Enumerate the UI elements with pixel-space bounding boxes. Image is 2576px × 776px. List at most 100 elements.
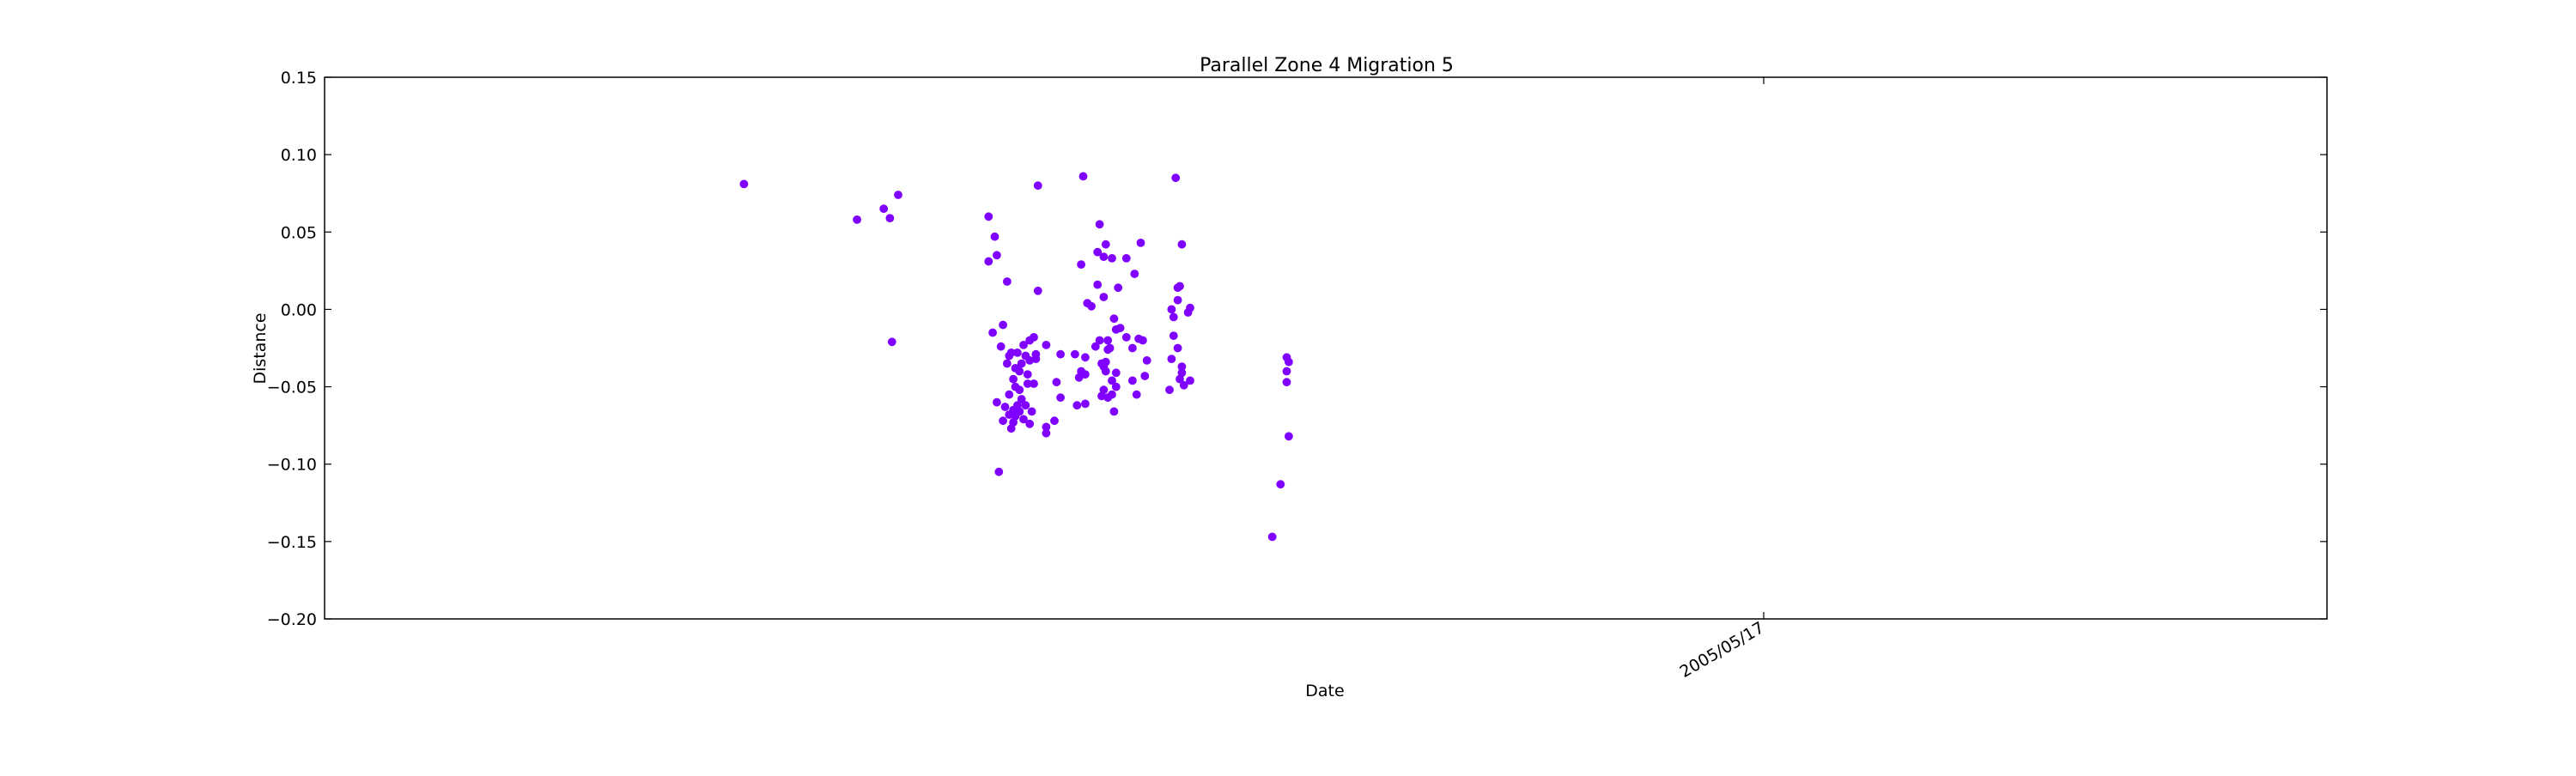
data-point bbox=[885, 214, 895, 222]
data-point bbox=[1109, 407, 1119, 416]
data-point bbox=[1072, 401, 1082, 410]
y-tick-label: 0.10 bbox=[281, 146, 317, 165]
data-point bbox=[1282, 378, 1291, 387]
data-point bbox=[1030, 379, 1038, 388]
data-point bbox=[1071, 349, 1079, 359]
data-point bbox=[1121, 253, 1131, 263]
data-point bbox=[1282, 367, 1291, 376]
data-point bbox=[1019, 340, 1028, 349]
data-point bbox=[1176, 282, 1184, 291]
data-point bbox=[1095, 220, 1104, 229]
data-point bbox=[1171, 173, 1181, 183]
data-point bbox=[1132, 390, 1141, 399]
data-point bbox=[994, 467, 1004, 476]
data-point bbox=[1005, 390, 1014, 399]
y-axis-title: Distance bbox=[251, 312, 270, 384]
data-point bbox=[999, 416, 1007, 426]
data-point bbox=[879, 204, 889, 214]
data-point bbox=[1165, 385, 1174, 395]
data-point bbox=[1095, 336, 1104, 345]
data-point bbox=[853, 215, 861, 224]
data-point bbox=[1177, 239, 1187, 249]
data-point bbox=[1019, 415, 1028, 424]
y-axis: 0.15 0.10 0.05 0.00 −0.05 −0.10 −0.15 −0.20 bbox=[267, 69, 2327, 629]
y-tick-label: 0.15 bbox=[281, 69, 317, 88]
data-point bbox=[1033, 286, 1042, 295]
data-point bbox=[1108, 253, 1116, 263]
data-point bbox=[1111, 382, 1121, 391]
data-point bbox=[1142, 355, 1151, 365]
data-point bbox=[988, 328, 997, 337]
plot-area bbox=[324, 76, 2328, 620]
data-point bbox=[1081, 370, 1090, 379]
y-tick-label: −0.15 bbox=[267, 533, 317, 552]
data-point bbox=[739, 179, 749, 189]
data-point bbox=[1056, 393, 1065, 403]
data-point bbox=[1017, 395, 1026, 403]
data-point bbox=[984, 212, 993, 221]
data-point bbox=[1056, 349, 1065, 359]
data-point bbox=[1003, 359, 1012, 368]
data-point bbox=[1173, 295, 1182, 305]
data-point bbox=[1186, 376, 1194, 385]
y-tick-label: 0.00 bbox=[281, 300, 317, 319]
data-point bbox=[1121, 332, 1131, 342]
data-point bbox=[887, 337, 896, 347]
data-point bbox=[1052, 378, 1061, 387]
data-point bbox=[1267, 532, 1277, 542]
data-point bbox=[1128, 376, 1137, 385]
data-point bbox=[1139, 336, 1147, 345]
data-point bbox=[1285, 432, 1293, 441]
data-point bbox=[1108, 376, 1116, 385]
data-point bbox=[1128, 343, 1137, 353]
data-point bbox=[1101, 357, 1110, 367]
data-point bbox=[1027, 407, 1036, 416]
data-point bbox=[1031, 349, 1041, 359]
data-point bbox=[894, 191, 902, 199]
data-point bbox=[1009, 374, 1018, 384]
data-point bbox=[1033, 181, 1042, 191]
data-point bbox=[1021, 401, 1030, 410]
data-point bbox=[1111, 368, 1121, 378]
data-point bbox=[1108, 390, 1116, 399]
data-point bbox=[1042, 428, 1051, 438]
data-point bbox=[1030, 332, 1038, 342]
data-point bbox=[1140, 372, 1150, 380]
x-axis-title: Date bbox=[1305, 682, 1344, 700]
data-point bbox=[1099, 252, 1109, 261]
data-point bbox=[1169, 312, 1178, 322]
data-point bbox=[999, 320, 1007, 330]
data-point bbox=[1013, 348, 1022, 357]
data-point bbox=[1179, 380, 1188, 390]
data-point bbox=[993, 397, 1001, 407]
y-tick-label: −0.20 bbox=[267, 610, 317, 629]
y-tick-label: 0.05 bbox=[281, 223, 317, 242]
data-points bbox=[739, 172, 1293, 542]
data-point bbox=[1023, 370, 1032, 379]
data-point bbox=[1169, 331, 1178, 340]
data-point bbox=[1093, 247, 1103, 257]
data-point bbox=[1050, 416, 1059, 426]
data-point bbox=[1015, 385, 1024, 395]
data-point bbox=[1130, 270, 1139, 278]
data-point bbox=[1099, 385, 1109, 395]
data-point bbox=[1173, 343, 1182, 353]
data-point bbox=[996, 342, 1005, 351]
data-point bbox=[984, 257, 993, 266]
y-tick-label: −0.10 bbox=[267, 456, 317, 475]
data-point bbox=[1114, 283, 1123, 293]
data-point bbox=[1093, 280, 1103, 289]
data-point bbox=[1017, 359, 1026, 368]
data-point bbox=[1136, 238, 1145, 247]
data-point bbox=[1042, 340, 1051, 349]
data-point bbox=[1077, 260, 1085, 269]
data-point bbox=[1025, 419, 1035, 428]
data-point bbox=[1167, 305, 1176, 314]
y-tick-label: −0.05 bbox=[267, 379, 317, 397]
data-point bbox=[1276, 480, 1285, 489]
data-point bbox=[1103, 336, 1113, 345]
data-point bbox=[1101, 367, 1110, 376]
